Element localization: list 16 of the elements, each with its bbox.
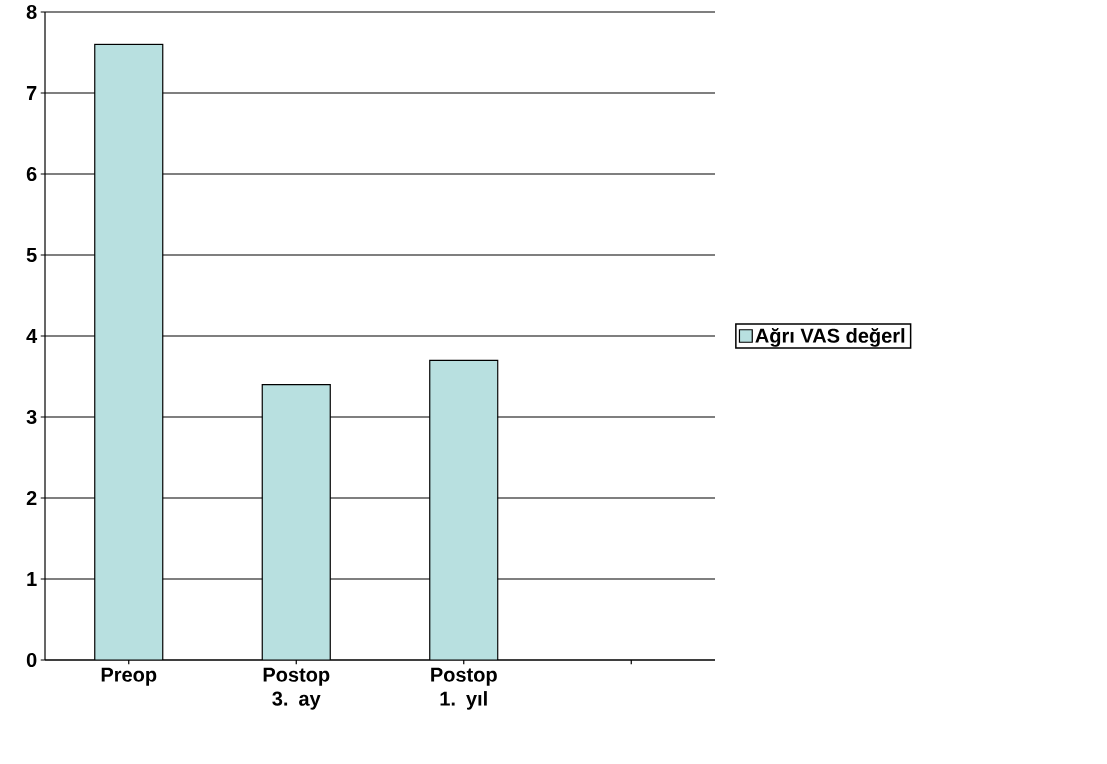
- y-tick-label: 2: [26, 491, 37, 505]
- bar: [429, 359, 499, 660]
- y-tick-label: 6: [26, 166, 37, 182]
- x-tick-label: Postop 3. ay: [263, 667, 330, 710]
- bar: [261, 384, 331, 660]
- x-tick-label: Postop 1. yıl: [431, 667, 497, 710]
- y-tick-label: 7: [26, 86, 37, 100]
- legend-label: Ağrı VAS değerl: [755, 327, 905, 347]
- y-tick-label: 8: [26, 4, 37, 20]
- y-tick-label: 0: [26, 652, 37, 668]
- y-tick-label: 4: [26, 329, 38, 343]
- bar: [94, 43, 164, 660]
- x-tick-label: Preop: [101, 667, 157, 686]
- y-tick-label: 3: [26, 409, 37, 425]
- y-tick-label: 5: [26, 248, 37, 262]
- y-tick-label: 1: [27, 572, 37, 586]
